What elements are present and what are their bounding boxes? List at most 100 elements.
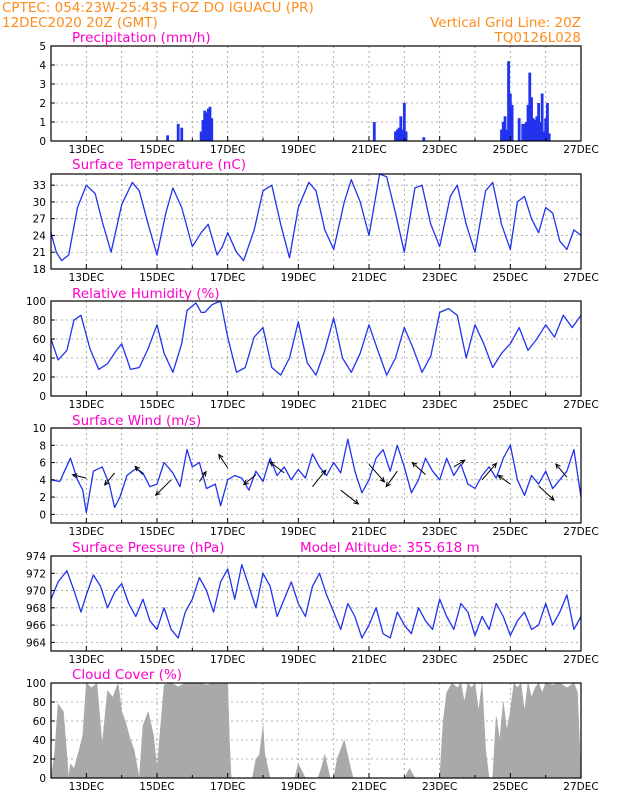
rh-panel: 13DEC 15DEC 17DEC 19DEC 21DEC 23DEC 25DEC 27DEC… [26, 286, 599, 411]
x-tick-label: 21DEC [351, 781, 386, 793]
x-tick-label: 21DEC [351, 399, 386, 411]
wind-vector [368, 463, 386, 483]
cloud-grid [51, 683, 581, 778]
y-tick-label: 6 [39, 458, 46, 470]
station-location: CPTEC: 054:23W-25:43S FOZ DO IGUACU (PR) [2, 0, 314, 16]
precip-bar [537, 103, 540, 141]
precip-bar [510, 104, 514, 141]
x-tick-label: 21DEC [351, 144, 386, 156]
y-tick-label: 100 [26, 678, 46, 690]
x-tick-label: 15DEC [139, 654, 174, 666]
x-tick-label: 27DEC [563, 272, 598, 284]
y-tick-label: 4 [39, 60, 46, 72]
wind-vector [242, 474, 257, 486]
y-tick-label: 0 [39, 136, 46, 148]
y-tick-label: 10 [33, 423, 46, 435]
x-tick-label: 25DEC [493, 272, 528, 284]
x-tick-label: 19DEC [281, 399, 316, 411]
wind-vector [411, 461, 426, 476]
wind-grid [51, 428, 581, 523]
y-tick-label: 2 [39, 98, 46, 110]
precip-bar [394, 131, 397, 141]
x-tick-label: 27DEC [563, 399, 598, 411]
precip-grid [51, 46, 581, 141]
cloud-y-axis: 0 20 40 60 80 100 [26, 678, 55, 785]
temp-title: Surface Temperature (nC) [72, 157, 246, 173]
y-tick-label: 5 [39, 41, 46, 53]
wind-vector [198, 470, 207, 482]
x-tick-label: 13DEC [69, 272, 104, 284]
cloud-title: Cloud Cover (%) [72, 667, 182, 683]
x-tick-label: 23DEC [422, 526, 457, 538]
wind-vector [453, 459, 466, 468]
precip-bar [501, 122, 505, 141]
precip-bar [199, 131, 203, 141]
precip-bar [508, 93, 512, 141]
y-tick-label: 2 [39, 492, 46, 504]
y-tick-label: 3 [39, 79, 46, 91]
precip-bar [507, 61, 510, 142]
precip-bar [401, 129, 404, 141]
x-tick-label: 17DEC [210, 272, 245, 284]
x-tick-label: 25DEC [493, 144, 528, 156]
precip-bar [530, 97, 533, 141]
pressure-title: Surface Pressure (hPa) [72, 540, 225, 556]
precip-bar [203, 110, 207, 141]
rh-line [50, 300, 582, 376]
precip-bar [524, 122, 528, 141]
y-tick-label: 0 [39, 773, 46, 785]
pressure-line [50, 563, 582, 639]
x-tick-label: 19DEC [281, 526, 316, 538]
x-tick-label: 13DEC [69, 144, 104, 156]
x-tick-label: 27DEC [563, 144, 598, 156]
temp-frame [50, 173, 582, 270]
precip-bar [533, 120, 537, 141]
precip-x-axis: 13DEC 15DEC 17DEC 19DEC 21DEC 23DEC 25DEC 27DEC [50, 136, 599, 156]
y-tick-label: 966 [26, 620, 46, 632]
precip-bar [535, 116, 539, 141]
wind-vector [481, 462, 498, 481]
precip-bar [544, 118, 548, 141]
precip-bar [176, 123, 180, 141]
wind-vector [268, 461, 285, 474]
pressure-frame [50, 555, 582, 652]
cloud-cover-area [50, 682, 582, 779]
precip-title: Precipitation (mm/h) [72, 30, 211, 46]
cloud-panel: 13DEC 15DEC 17DEC 19DEC 21DEC 23DEC 25DEC 27DEC… [26, 667, 599, 793]
precip-bar [205, 112, 208, 141]
y-tick-label: 0 [39, 509, 46, 521]
x-tick-label: 13DEC [69, 654, 104, 666]
wind-vector [154, 479, 172, 497]
model-id: TQ0126L028 [494, 30, 581, 46]
x-tick-label: 23DEC [422, 272, 457, 284]
x-tick-label: 21DEC [351, 654, 386, 666]
precip-y-axis: 0 1 2 3 4 5 [39, 41, 55, 148]
precip-bar [503, 116, 507, 141]
precip-frame [50, 45, 582, 142]
x-tick-label: 25DEC [493, 781, 528, 793]
precip-bar [546, 103, 549, 141]
x-tick-label: 17DEC [210, 144, 245, 156]
pressure-grid [51, 556, 581, 651]
precip-bar [523, 123, 526, 141]
wind-y-axis: 0 2 4 6 8 10 [33, 423, 55, 521]
y-tick-label: 80 [33, 315, 46, 327]
x-tick-label: 15DEC [139, 399, 174, 411]
precip-panel: 13DEC 15DEC 17DEC 19DEC 21DEC 23DEC 25DEC 27DEC… [39, 30, 598, 156]
x-tick-label: 27DEC [563, 781, 598, 793]
wind-vector [497, 474, 511, 485]
y-tick-label: 964 [26, 637, 46, 649]
precip-bar [201, 120, 205, 141]
precip-bar [542, 131, 546, 141]
x-tick-label: 17DEC [210, 526, 245, 538]
x-tick-label: 19DEC [281, 654, 316, 666]
wind-vector [218, 453, 229, 469]
precip-bar [206, 108, 210, 141]
x-tick-label: 25DEC [493, 526, 528, 538]
x-tick-label: 21DEC [351, 272, 386, 284]
x-tick-label: 17DEC [210, 399, 245, 411]
x-tick-label: 19DEC [281, 272, 316, 284]
wind-title: Surface Wind (m/s) [72, 413, 201, 429]
precip-bar [540, 93, 544, 141]
